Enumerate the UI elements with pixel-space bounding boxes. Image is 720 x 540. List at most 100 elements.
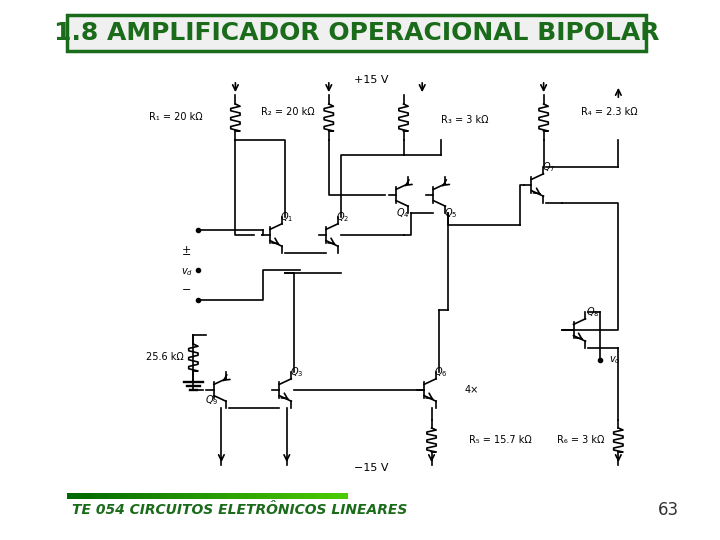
Bar bbox=[102, 493, 103, 499]
Bar bbox=[261, 493, 263, 499]
Bar bbox=[324, 493, 325, 499]
Bar bbox=[72, 493, 73, 499]
Text: −15 V: −15 V bbox=[354, 463, 388, 473]
Bar bbox=[160, 493, 161, 499]
Bar bbox=[83, 493, 84, 499]
Bar bbox=[246, 493, 247, 499]
Bar bbox=[86, 493, 87, 499]
Bar bbox=[247, 493, 248, 499]
Bar bbox=[245, 493, 246, 499]
Bar bbox=[276, 493, 277, 499]
Bar bbox=[235, 493, 237, 499]
Bar bbox=[141, 493, 143, 499]
Bar bbox=[242, 493, 243, 499]
Bar bbox=[248, 493, 249, 499]
Bar bbox=[136, 493, 138, 499]
Bar bbox=[212, 493, 213, 499]
Bar bbox=[251, 493, 252, 499]
Bar bbox=[307, 493, 309, 499]
Bar bbox=[73, 493, 74, 499]
Bar bbox=[345, 493, 346, 499]
Bar bbox=[90, 493, 91, 499]
Bar bbox=[194, 493, 195, 499]
Bar bbox=[289, 493, 290, 499]
Bar bbox=[92, 493, 94, 499]
Bar bbox=[296, 493, 297, 499]
Bar bbox=[267, 493, 269, 499]
Bar bbox=[129, 493, 130, 499]
Bar bbox=[318, 493, 320, 499]
Bar bbox=[223, 493, 225, 499]
Bar bbox=[172, 493, 174, 499]
Bar bbox=[210, 493, 212, 499]
Bar bbox=[138, 493, 139, 499]
Bar bbox=[248, 493, 250, 499]
Bar bbox=[220, 493, 222, 499]
Bar bbox=[163, 493, 164, 499]
Bar bbox=[204, 493, 206, 499]
Bar bbox=[284, 493, 285, 499]
Bar bbox=[230, 493, 231, 499]
Bar bbox=[342, 493, 343, 499]
Bar bbox=[254, 493, 256, 499]
Bar bbox=[226, 493, 228, 499]
Bar bbox=[84, 493, 86, 499]
Bar bbox=[215, 493, 216, 499]
Bar bbox=[70, 493, 71, 499]
Bar bbox=[253, 493, 255, 499]
Bar bbox=[101, 493, 102, 499]
Bar bbox=[256, 493, 257, 499]
Bar bbox=[91, 493, 93, 499]
Bar bbox=[150, 493, 151, 499]
Bar bbox=[279, 493, 280, 499]
Bar bbox=[185, 493, 186, 499]
Bar bbox=[257, 493, 258, 499]
Bar bbox=[299, 493, 300, 499]
Bar bbox=[175, 493, 176, 499]
Bar bbox=[81, 493, 83, 499]
Bar bbox=[340, 493, 341, 499]
Bar bbox=[135, 493, 136, 499]
Text: $Q_1$: $Q_1$ bbox=[280, 210, 294, 224]
Bar bbox=[346, 493, 347, 499]
Text: R₃ = 3 kΩ: R₃ = 3 kΩ bbox=[441, 115, 488, 125]
Bar bbox=[235, 493, 236, 499]
Bar bbox=[161, 493, 163, 499]
Bar bbox=[159, 493, 161, 499]
Bar bbox=[271, 493, 272, 499]
Bar bbox=[179, 493, 180, 499]
Bar bbox=[198, 493, 199, 499]
Bar bbox=[95, 493, 96, 499]
Bar bbox=[110, 493, 112, 499]
Bar bbox=[265, 493, 266, 499]
Bar bbox=[214, 493, 215, 499]
Bar bbox=[186, 493, 187, 499]
Bar bbox=[302, 493, 303, 499]
Bar bbox=[78, 493, 79, 499]
Bar bbox=[186, 493, 188, 499]
Bar bbox=[182, 493, 184, 499]
Bar bbox=[233, 493, 235, 499]
Bar bbox=[304, 493, 305, 499]
Bar bbox=[163, 493, 165, 499]
Bar bbox=[274, 493, 276, 499]
Bar bbox=[330, 493, 331, 499]
Bar bbox=[148, 493, 150, 499]
Bar bbox=[261, 493, 262, 499]
Text: 63: 63 bbox=[658, 501, 679, 519]
Bar bbox=[126, 493, 127, 499]
Bar bbox=[197, 493, 199, 499]
Bar bbox=[320, 493, 321, 499]
Bar bbox=[305, 493, 307, 499]
Text: −: − bbox=[182, 285, 192, 295]
Bar bbox=[312, 493, 313, 499]
Bar bbox=[325, 493, 326, 499]
Bar bbox=[326, 493, 328, 499]
Bar bbox=[263, 493, 264, 499]
Bar bbox=[283, 493, 284, 499]
Bar bbox=[87, 493, 89, 499]
Bar bbox=[305, 493, 306, 499]
Bar bbox=[330, 493, 332, 499]
Bar bbox=[111, 493, 112, 499]
Bar bbox=[189, 493, 191, 499]
